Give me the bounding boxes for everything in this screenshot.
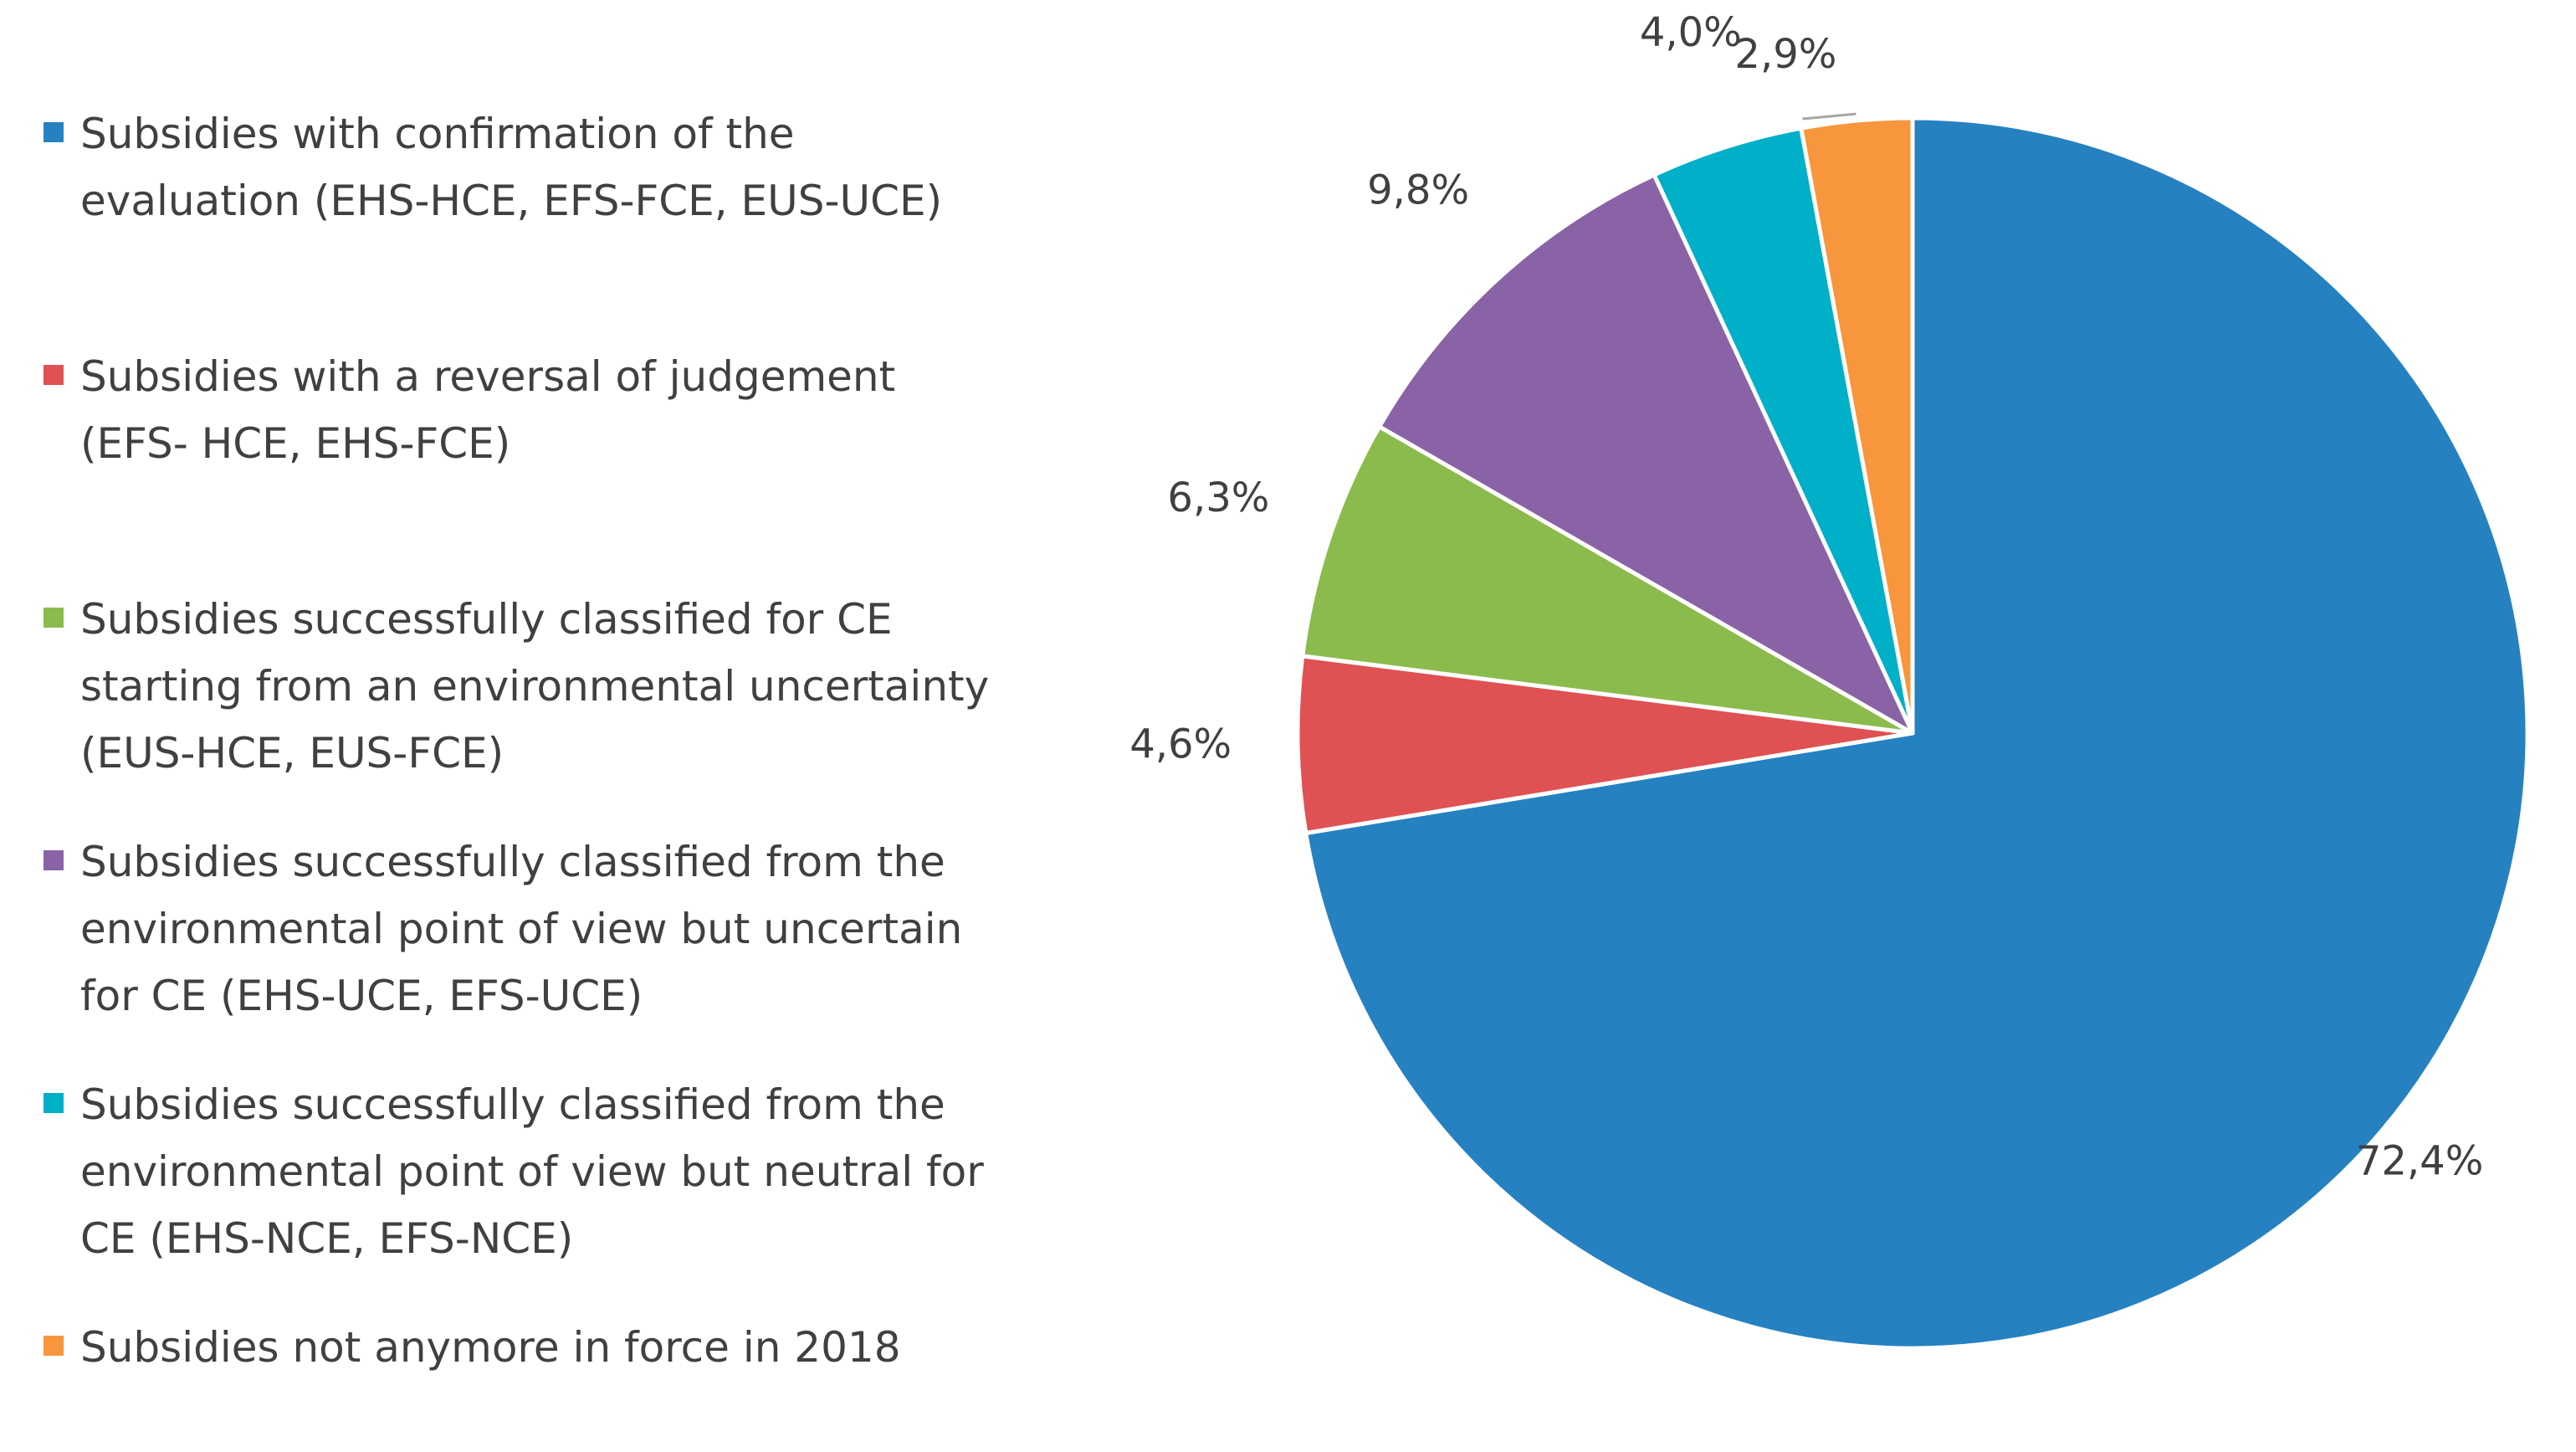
label-neutral-ce: 4,0%: [1640, 9, 1742, 56]
slice-neutral-ce: [1652, 126, 1915, 736]
legend-swatch-purple: [44, 850, 64, 870]
slice-uncertainty: [1300, 424, 1915, 736]
legend-label: Subsidies with a reversal of judgement (…: [80, 352, 896, 468]
legend-swatch-green: [44, 608, 64, 628]
leader-lines: [1802, 112, 1856, 121]
legend-label: Subsidies successfully classified for CE…: [80, 595, 990, 777]
legend-swatch-orange: [44, 1336, 64, 1356]
label-uncertain-ce: 9,8%: [1367, 167, 1469, 214]
slice-not-in-force: [1799, 115, 1915, 736]
pie-slices: [1295, 115, 2530, 1351]
data-labels: 72,4% 4,6% 6,3% 9,8% 4,0%2,9%: [1129, 9, 2483, 1184]
label-uncertainty: 6,3%: [1167, 475, 1269, 521]
slice-reversal: [1295, 654, 1915, 835]
legend-swatch-teal: [44, 1093, 64, 1113]
leader-line: [1802, 112, 1856, 121]
legend-label: Subsidies not anymore in force in 2018: [80, 1323, 901, 1372]
legend-swatch-blue: [44, 122, 64, 142]
legend-label: Subsidies with confirmation of the evalu…: [80, 110, 943, 225]
legend-label: Subsidies successfully classified from t…: [80, 1080, 984, 1263]
legend-swatch-red: [44, 365, 64, 385]
label-not-in-force: 2,9%: [1734, 31, 1836, 78]
legend-label: Subsidies successfully classified from t…: [80, 838, 963, 1020]
label-confirmation: 72,4%: [2356, 1137, 2483, 1184]
label-reversal: 4,6%: [1129, 721, 1232, 768]
slice-uncertain-ce: [1377, 172, 1915, 736]
slice-confirmation: [1303, 115, 2530, 1351]
